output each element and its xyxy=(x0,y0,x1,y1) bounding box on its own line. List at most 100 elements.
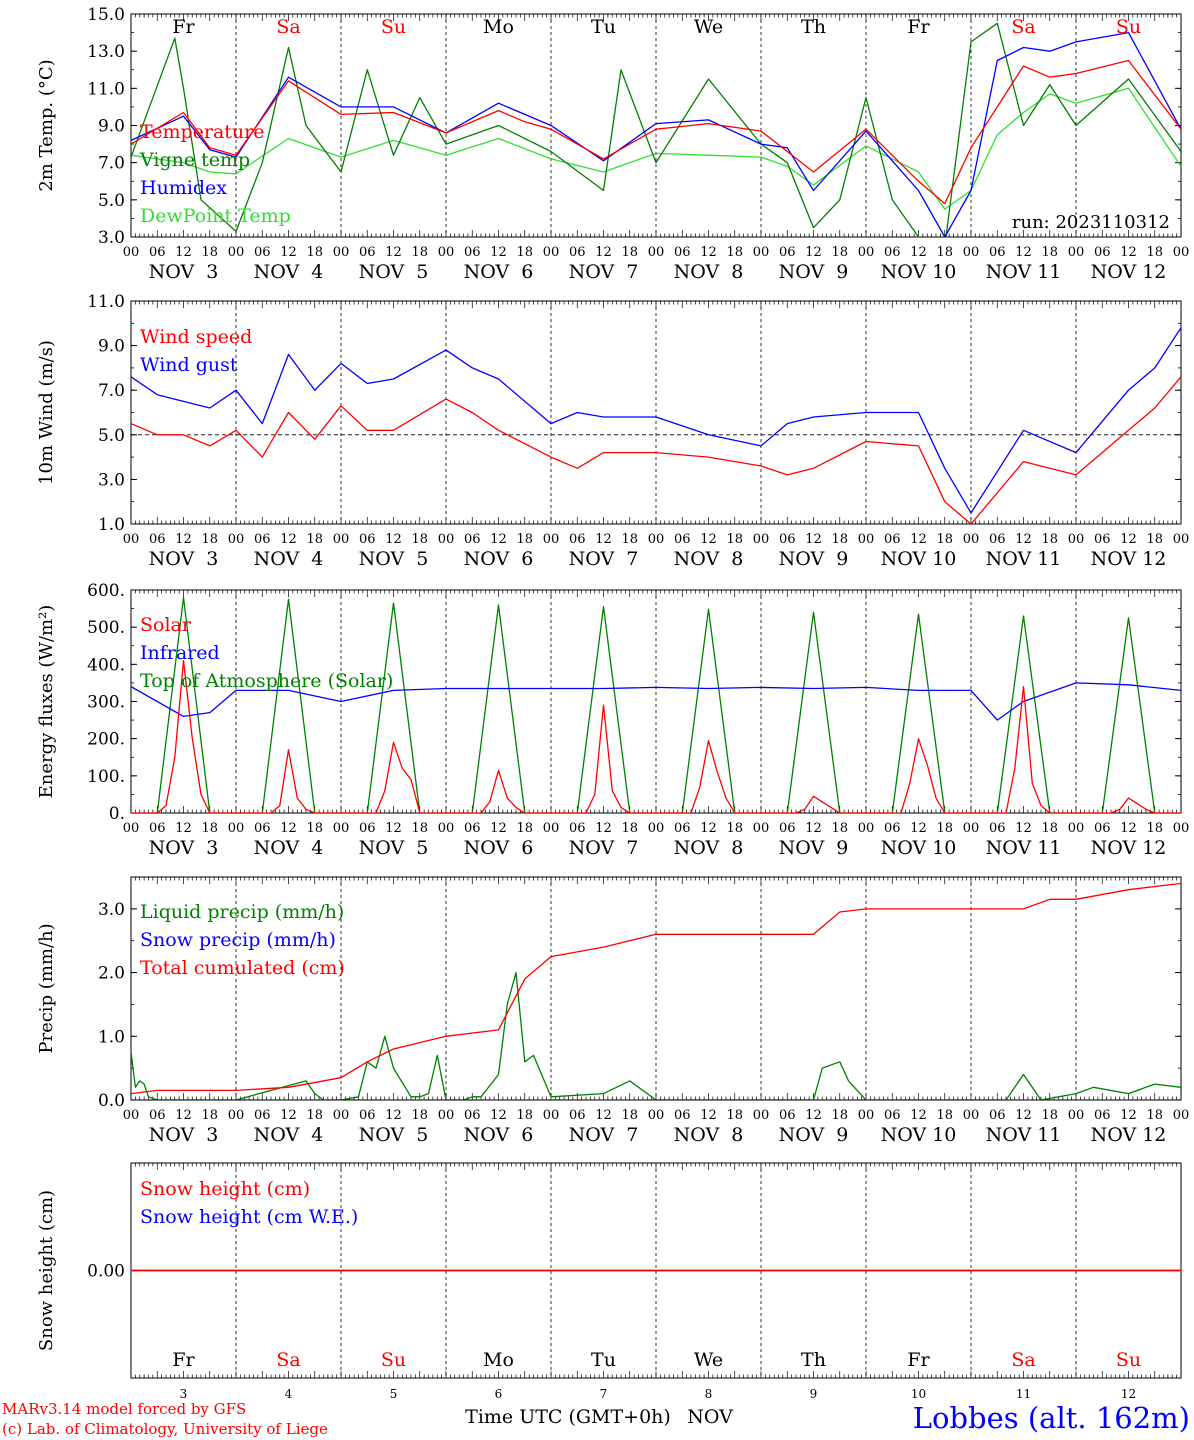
hour-tick-label: 00 xyxy=(648,532,665,547)
hour-tick-label: 12 xyxy=(175,1108,192,1123)
run-annotation: run: 2023110312 xyxy=(1012,212,1170,233)
y-tick-label: 2.0 xyxy=(98,964,125,984)
hour-tick-label: 12 xyxy=(280,532,297,547)
hour-tick-label: 12 xyxy=(805,1108,822,1123)
hour-tick-label: 00 xyxy=(123,532,140,547)
hour-tick-label: 12 xyxy=(385,245,402,260)
date-label: NOV 3 xyxy=(149,548,219,570)
hour-tick-label: 12 xyxy=(700,245,717,260)
series-line-liquid-precip-mm-h- xyxy=(131,971,1181,1100)
legend-entry: Temperature xyxy=(140,121,264,143)
hour-tick-label: 06 xyxy=(779,245,796,260)
hour-tick-label: 06 xyxy=(254,1108,271,1123)
hour-tick-label: 12 xyxy=(280,245,297,260)
hour-tick-label: 18 xyxy=(726,821,743,836)
hour-tick-label: 12 xyxy=(490,245,507,260)
hour-tick-label: 00 xyxy=(543,1108,560,1123)
weekday-label: Su xyxy=(1116,16,1141,38)
hour-tick-label: 00 xyxy=(1068,1108,1085,1123)
hour-tick-label: 06 xyxy=(359,245,376,260)
hour-tick-label: 00 xyxy=(648,821,665,836)
weekday-label: Fr xyxy=(172,16,195,38)
y-axis-title: Snow height (cm) xyxy=(36,1190,57,1351)
hour-tick-label: 00 xyxy=(1173,1108,1190,1123)
hour-tick-label: 06 xyxy=(149,245,166,260)
hour-tick-label: 06 xyxy=(989,1108,1006,1123)
hour-tick-label: 06 xyxy=(989,245,1006,260)
hour-tick-label: 18 xyxy=(516,532,533,547)
hour-tick-label: 12 xyxy=(280,1108,297,1123)
date-label: NOV 10 xyxy=(881,837,957,859)
hour-tick-label: 00 xyxy=(1068,821,1085,836)
y-tick-label: 600. xyxy=(87,581,125,601)
date-label: NOV 12 xyxy=(1091,261,1167,283)
y-tick-label: 5.0 xyxy=(98,191,125,211)
hour-tick-label: 18 xyxy=(201,821,218,836)
hour-tick-label: 00 xyxy=(963,1108,980,1123)
hour-tick-label: 06 xyxy=(569,1108,586,1123)
hour-tick-label: 12 xyxy=(700,532,717,547)
hour-tick-label: 12 xyxy=(490,532,507,547)
date-label: NOV 12 xyxy=(1091,837,1167,859)
weekday-label-bottom: Fr xyxy=(907,1349,930,1371)
day-number: 9 xyxy=(810,1387,818,1401)
hour-tick-label: 12 xyxy=(175,245,192,260)
hour-tick-label: 06 xyxy=(1094,821,1111,836)
panel-2 xyxy=(130,300,1182,525)
legend-entry: Snow height (cm W.E.) xyxy=(140,1206,358,1228)
hour-tick-label: 12 xyxy=(1015,532,1032,547)
hour-tick-label: 00 xyxy=(1068,245,1085,260)
day-number: 11 xyxy=(1016,1387,1031,1401)
series-line-wind-speed xyxy=(131,376,1181,524)
hour-tick-label: 18 xyxy=(936,821,953,836)
hour-tick-label: 18 xyxy=(726,532,743,547)
hour-tick-label: 18 xyxy=(306,821,323,836)
hour-tick-label: 12 xyxy=(385,532,402,547)
series-line-total-cumulated-cm- xyxy=(131,882,1181,1095)
series-line-humidex xyxy=(131,31,1181,237)
hour-tick-label: 12 xyxy=(910,532,927,547)
y-axis-title: Energy fluxes (W/m²) xyxy=(36,605,57,799)
hour-tick-label: 12 xyxy=(385,821,402,836)
hour-tick-label: 00 xyxy=(753,1108,770,1123)
legend-entry: Vigne temp xyxy=(139,149,250,171)
weekday-label-bottom: Sa xyxy=(276,1349,300,1371)
weekday-label: Fr xyxy=(907,16,930,38)
date-label: NOV 8 xyxy=(674,261,744,283)
date-label: NOV 7 xyxy=(569,1124,639,1146)
hour-tick-label: 18 xyxy=(1146,1108,1163,1123)
hour-tick-label: 06 xyxy=(779,1108,796,1123)
hour-tick-label: 12 xyxy=(1120,245,1137,260)
y-tick-label: 3.0 xyxy=(98,470,125,490)
hour-tick-label: 18 xyxy=(411,245,428,260)
hour-tick-label: 12 xyxy=(595,245,612,260)
hour-tick-label: 12 xyxy=(910,1108,927,1123)
legend-entry: Top of Atmosphere (Solar) xyxy=(140,670,393,692)
panel-5 xyxy=(130,1162,1182,1379)
weekday-label-bottom: Fr xyxy=(172,1349,195,1371)
date-label: NOV 11 xyxy=(986,837,1062,859)
series-line-dewpoint-temp xyxy=(131,87,1181,210)
hour-tick-label: 18 xyxy=(831,1108,848,1123)
hour-tick-label: 12 xyxy=(490,1108,507,1123)
legend-entry: Snow height (cm) xyxy=(140,1178,310,1200)
y-tick-label: 7.0 xyxy=(98,381,125,401)
hour-tick-label: 18 xyxy=(1041,245,1058,260)
hour-tick-label: 00 xyxy=(963,821,980,836)
hour-tick-label: 00 xyxy=(963,245,980,260)
weekday-label: Sa xyxy=(276,16,300,38)
hour-tick-label: 18 xyxy=(201,245,218,260)
hour-tick-label: 00 xyxy=(753,821,770,836)
date-label: NOV 6 xyxy=(464,548,534,570)
legend-entry: DewPoint Temp xyxy=(140,205,291,227)
date-label: NOV 11 xyxy=(986,261,1062,283)
y-tick-label: 9.0 xyxy=(98,117,125,137)
hour-tick-label: 18 xyxy=(726,245,743,260)
hour-tick-label: 00 xyxy=(858,1108,875,1123)
hour-tick-label: 18 xyxy=(516,821,533,836)
hour-tick-label: 00 xyxy=(333,245,350,260)
hour-tick-label: 12 xyxy=(595,821,612,836)
hour-tick-label: 06 xyxy=(989,532,1006,547)
legend-entry: Snow precip (mm/h) xyxy=(140,929,336,951)
